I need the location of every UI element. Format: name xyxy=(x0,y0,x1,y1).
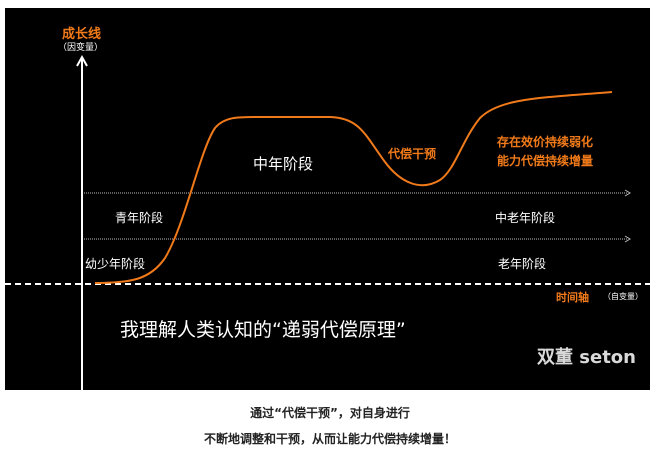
annotation-line: 存在效价持续弱化 xyxy=(497,135,594,149)
caption-line: 不断地调整和干预，从而让能力代偿持续增量！ xyxy=(203,432,456,446)
stage-label: 老年阶段 xyxy=(498,257,547,271)
y-axis-arrow-icon xyxy=(76,54,88,67)
intervention-label: 代偿干预 xyxy=(388,147,437,161)
annotation-line: 能力代偿持续增量 xyxy=(497,154,594,168)
y-axis-subtitle: （因变量） xyxy=(58,43,104,53)
diagram-panel xyxy=(5,8,650,390)
watermark-logo: 双董 seton xyxy=(537,347,636,368)
divider-arrow-icon xyxy=(624,235,631,243)
stage-label: 中年阶段 xyxy=(253,155,314,173)
caption-line: 通过“代偿干预”，对自身进行 xyxy=(250,406,410,420)
stage-label: 幼少年阶段 xyxy=(85,257,146,271)
x-axis-subtitle: （自变量） xyxy=(603,292,643,301)
x-axis-title: 时间轴 xyxy=(556,291,589,304)
headline: 我理解人类认知的“递弱代偿原理” xyxy=(120,319,406,341)
stage-label: 青年阶段 xyxy=(115,211,164,225)
stage-label: 中老年阶段 xyxy=(495,211,556,225)
divider-arrow-icon xyxy=(624,189,631,197)
growth-curve xyxy=(94,91,613,284)
y-axis-title: 成长线 xyxy=(62,27,102,42)
